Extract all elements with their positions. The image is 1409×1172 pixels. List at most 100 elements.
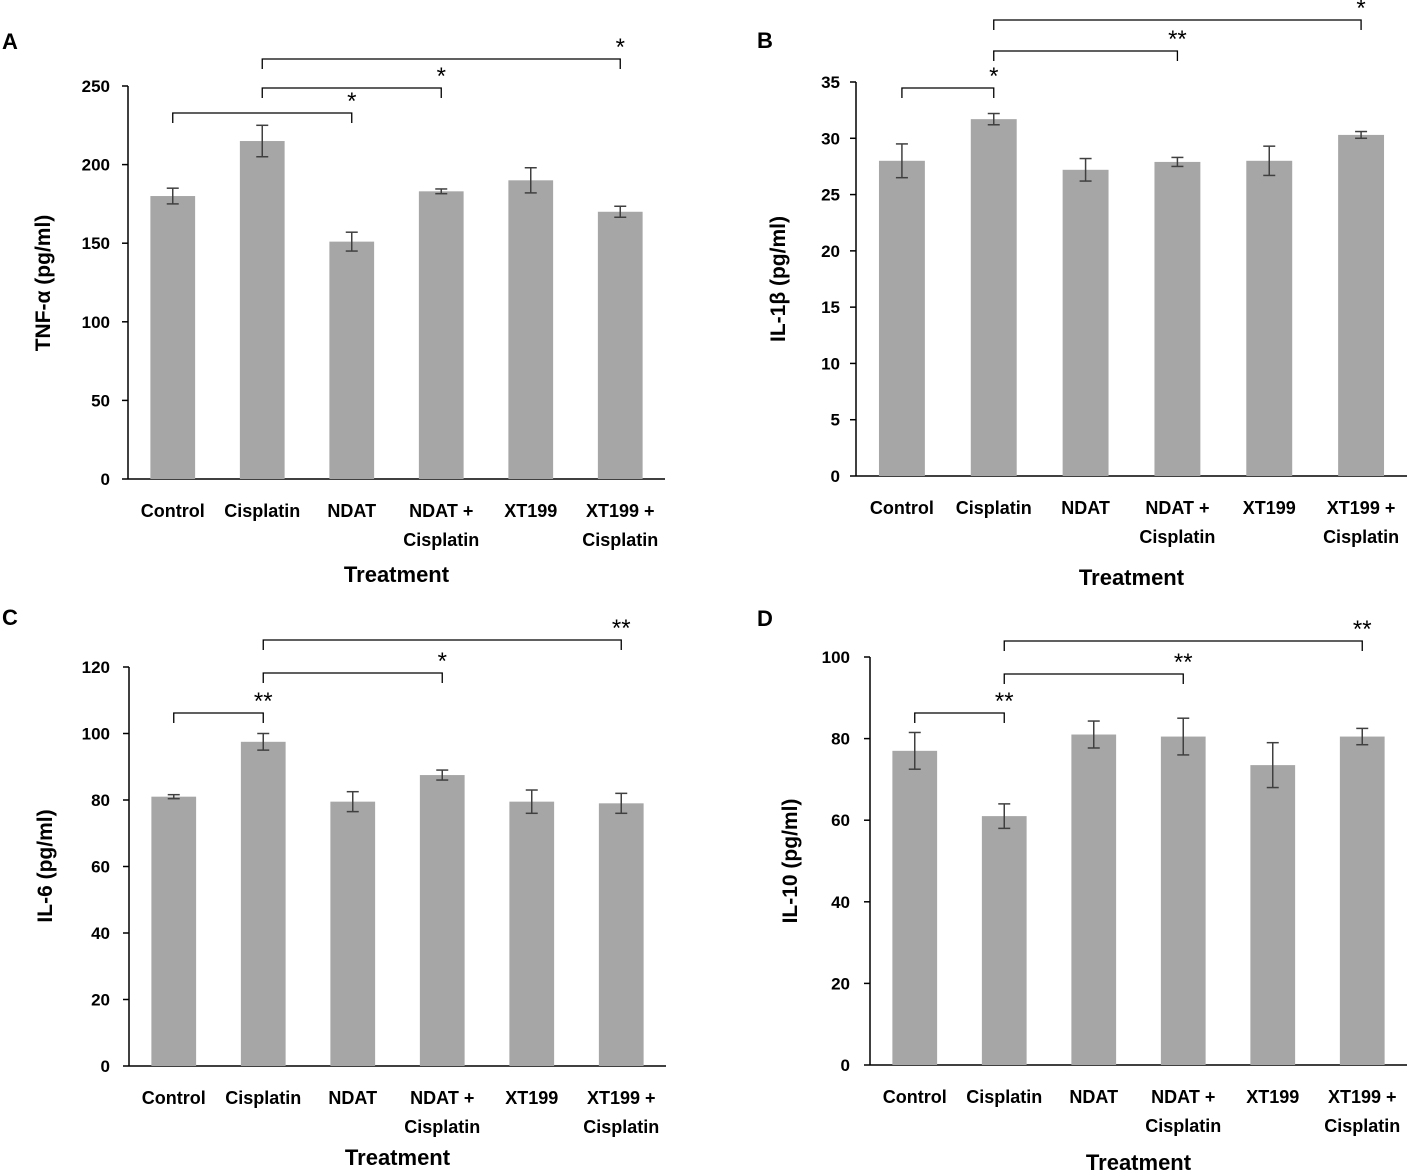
bar [418,191,464,479]
error-bar [1177,717,1190,756]
significance-bracket: * [261,63,446,98]
x-tick-label: NDAT + [410,1088,474,1108]
significance-bracket: ** [262,615,631,650]
panel-letter: C [2,605,18,630]
x-axis-title: Treatment [1086,1150,1192,1172]
y-axis-title: IL-1β (pg/ml) [767,216,790,342]
error-bar [524,166,537,194]
x-tick-label: NDAT [1061,498,1110,518]
significance-line [993,50,1179,61]
error-bar [1356,727,1369,746]
significance-stars: * [1356,0,1365,22]
bar [1339,736,1385,1065]
error-bar [167,793,180,800]
error-bar [166,187,179,205]
error-bar [1079,157,1092,182]
panel-c: C 0 20 40 60 80 100 120 Control Cisplatin NDAT NDAT… [2,605,666,1170]
panel-a: A 0 50 100 150 200 250 Control Cisplatin NDAT NDAT… [2,29,665,587]
x-tick-label: Cisplatin [966,1087,1042,1107]
significance-stars: ** [1168,26,1187,53]
error-bar [1355,130,1368,140]
significance-bracket: ** [914,688,1014,723]
x-tick-label: XT199 + [586,501,655,521]
significance-bracket: * [901,63,998,98]
x-tick-label: Cisplatin [225,1088,301,1108]
x-axis-title: Treatment [345,1145,451,1170]
x-tick-label: Control [142,1088,206,1108]
y-tick-label: 100 [82,313,110,332]
x-tick-label: Cisplatin [1323,527,1399,547]
x-tick-label: NDAT + [1145,498,1209,518]
significance-bracket: * [172,88,356,123]
significance-stars: * [989,63,998,90]
x-tick-label: Cisplatin [583,1117,659,1137]
y-tick-label: 25 [821,186,840,205]
significance-line [261,87,442,98]
x-axis-title: Treatment [344,562,450,587]
significance-stars: ** [995,688,1014,715]
bar [598,803,644,1066]
x-tick-label: Cisplatin [1145,1116,1221,1136]
bar [419,775,465,1066]
error-bar [998,803,1011,830]
panel-d: D 0 20 40 60 80 100 Control Cisplatin NDAT NDAT + C… [757,606,1407,1172]
x-tick-label: Cisplatin [403,530,479,550]
y-tick-label: 250 [82,77,110,96]
significance-line [1003,640,1363,651]
y-tick-label: 35 [821,73,840,92]
x-tick-label: XT199 [505,1088,558,1108]
error-bar [345,231,358,252]
x-tick-label: XT199 [1243,498,1296,518]
error-bar [256,124,269,158]
bar [330,801,376,1066]
y-tick-label: 80 [831,730,850,749]
error-bar [615,792,628,815]
x-tick-label: NDAT [1069,1087,1118,1107]
panel-letter: D [757,606,773,631]
bar [981,816,1027,1065]
bar [1154,161,1201,476]
bar [240,741,286,1066]
y-tick-label: 30 [821,129,840,148]
significance-stars: * [347,88,356,115]
x-axis-title: Treatment [1079,565,1185,590]
significance-bracket: ** [1003,649,1193,684]
x-tick-label: Cisplatin [1324,1116,1400,1136]
significance-bracket: ** [1003,616,1372,651]
x-tick-label: Control [870,498,934,518]
error-bar [987,112,1000,126]
significance-stars: * [437,63,446,90]
significance-bracket: * [261,34,625,69]
x-tick-label: Cisplatin [582,530,658,550]
x-tick-label: XT199 + [1327,498,1396,518]
significance-line [262,672,443,683]
y-tick-label: 100 [82,725,110,744]
bar [329,241,375,479]
significance-bracket: * [262,648,447,683]
significance-stars: ** [612,615,631,642]
error-bar [1171,156,1184,168]
significance-line [1003,673,1184,684]
x-tick-label: NDAT [328,1088,377,1108]
significance-bracket: ** [993,26,1187,61]
y-tick-label: 40 [831,893,850,912]
error-bar [436,769,449,781]
y-tick-label: 0 [831,467,840,486]
y-axis-title: TNF-α (pg/ml) [32,215,55,352]
significance-line [172,112,353,123]
error-bar [895,143,908,179]
significance-bracket: ** [173,688,273,723]
y-tick-label: 10 [821,354,840,373]
error-bar [1266,741,1279,789]
y-tick-label: 20 [91,991,110,1010]
bar [151,796,197,1066]
x-tick-label: NDAT [327,501,376,521]
significance-bracket: * [993,0,1366,30]
panel-letter: B [757,28,773,53]
significance-line [173,712,264,723]
x-tick-label: Cisplatin [404,1117,480,1137]
bar [878,160,925,477]
significance-line [993,19,1362,30]
x-tick-label: Control [141,501,205,521]
